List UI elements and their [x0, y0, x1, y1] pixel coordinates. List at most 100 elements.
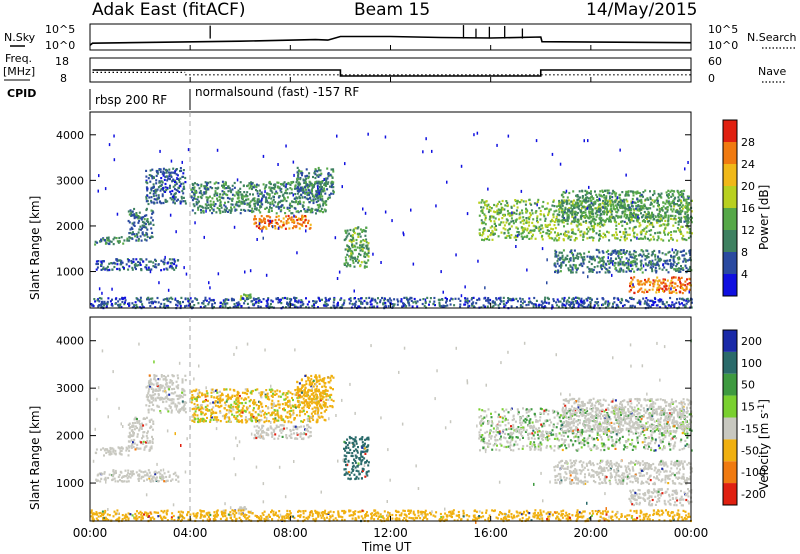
echo-cell	[562, 239, 565, 242]
echo-cell	[277, 218, 280, 221]
echo-cell	[573, 219, 576, 222]
echo-cell	[224, 299, 227, 302]
echo-cell	[383, 299, 386, 302]
echo-cell	[636, 236, 638, 240]
echo-cell	[276, 181, 279, 184]
echo-cell	[688, 288, 691, 291]
echo-cell	[612, 260, 615, 263]
echo-cell	[599, 257, 602, 260]
echo-cell	[663, 231, 666, 234]
echo-cell	[685, 238, 688, 242]
echo-cell	[352, 239, 355, 242]
echo-cell	[326, 188, 329, 191]
echo-cell	[142, 216, 145, 219]
echo-cell	[268, 220, 271, 223]
echo-cell	[487, 210, 490, 214]
echo-cell	[495, 205, 498, 208]
echo-cell	[676, 239, 679, 242]
echo-cell	[169, 265, 172, 268]
echo-cell	[138, 440, 141, 443]
echo-cell	[658, 224, 661, 228]
echo-cell	[622, 210, 625, 213]
echo-cell	[623, 238, 626, 241]
echo-cell	[116, 267, 119, 271]
echo-cell	[402, 304, 405, 307]
echo-cell	[561, 204, 564, 207]
echo-cell	[630, 286, 633, 289]
echo-cell	[544, 207, 547, 211]
echo-cell	[286, 301, 289, 304]
echo-cell	[267, 215, 270, 218]
echo-cell	[177, 301, 180, 304]
echo-cell	[610, 207, 613, 210]
echo-cell	[135, 297, 138, 300]
echo-cell	[255, 300, 258, 304]
echo-cell	[588, 210, 591, 213]
echo-cell	[612, 205, 615, 208]
echo-cell	[134, 266, 137, 269]
echo-cell	[274, 192, 276, 195]
echo-cell	[600, 220, 603, 223]
echo-cell	[531, 212, 534, 215]
echo-cell	[606, 189, 609, 192]
echo-cell	[550, 227, 553, 230]
echo-cell	[504, 304, 507, 307]
echo-cell	[270, 207, 273, 210]
echo-cell	[575, 224, 578, 227]
echo-cell	[483, 239, 486, 242]
echo-cell	[102, 238, 105, 241]
echo-cell	[580, 230, 583, 233]
echo-cell	[625, 299, 627, 302]
echo-cell	[364, 262, 367, 265]
echo-cell	[177, 384, 180, 387]
echo-cell	[365, 245, 368, 249]
echo-cell	[686, 297, 689, 300]
echo-cell	[139, 299, 142, 302]
echo-cell	[519, 297, 522, 300]
echo-cell	[669, 296, 672, 300]
echo-cell	[352, 256, 355, 259]
echo-cell	[471, 297, 473, 300]
echo-cell	[515, 220, 517, 223]
echo-cell	[368, 296, 371, 299]
echo-cell	[501, 208, 504, 211]
echo-cell	[364, 234, 367, 237]
echo-cell	[580, 301, 583, 304]
echo-cell	[297, 182, 300, 186]
echo-cell	[314, 181, 317, 184]
echo-cell	[679, 228, 682, 231]
echo-cell	[151, 435, 153, 438]
echo-cell	[170, 175, 173, 178]
echo-cell	[296, 166, 299, 169]
echo-cell	[236, 193, 239, 196]
echo-cell	[161, 188, 164, 191]
echo-cell	[561, 202, 564, 205]
echo-cell	[227, 298, 230, 301]
echo-cell	[558, 251, 561, 254]
echo-cell	[667, 263, 670, 266]
echo-cell	[159, 181, 162, 184]
echo-cell	[486, 305, 489, 308]
echo-cell	[137, 221, 140, 224]
echo-cell	[588, 221, 591, 224]
echo-cell	[563, 216, 565, 220]
echo-cell	[570, 235, 573, 238]
echo-cell	[94, 243, 97, 246]
echo-cell	[148, 260, 151, 263]
echo-cell	[384, 304, 387, 307]
echo-cell	[149, 446, 152, 449]
echo-cell	[314, 301, 317, 304]
echo-cell	[216, 187, 219, 190]
echo-cell	[171, 388, 174, 391]
echo-cell	[544, 306, 547, 309]
echo-cell	[152, 422, 155, 425]
echo-cell	[580, 202, 583, 206]
echo-cell	[628, 233, 631, 236]
echo-cell	[319, 174, 322, 177]
echo-cell	[111, 298, 113, 301]
echo-cell	[111, 304, 114, 307]
echo-cell	[226, 298, 229, 301]
echo-cell	[176, 304, 179, 307]
echo-cell	[641, 215, 644, 218]
echo-cell	[252, 297, 255, 300]
